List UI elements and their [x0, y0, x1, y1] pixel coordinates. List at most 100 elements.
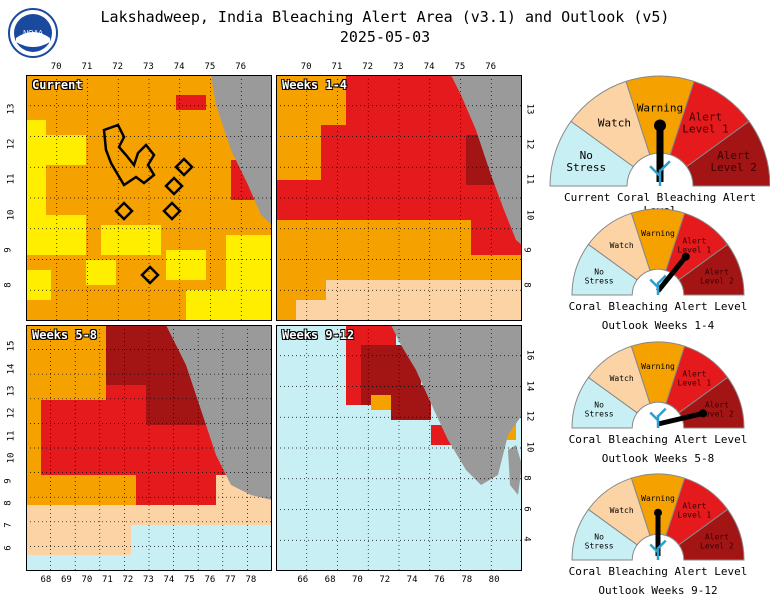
gauge-segment-label: Level 2 [700, 541, 734, 550]
warning-area [26, 475, 136, 505]
current-alert-map [26, 75, 272, 321]
gauge-segment-label: Level 2 [711, 161, 757, 174]
lon-tick-label: 78 [245, 575, 257, 585]
lon-tick-label: 76 [434, 575, 445, 585]
gauge-segment-label: Stress [585, 276, 614, 285]
lon-tick-label: 70 [300, 62, 312, 72]
gauge-segment [678, 243, 745, 296]
watch-area [26, 270, 51, 300]
watch-area [166, 250, 206, 280]
lat-tick-label: 8 [521, 282, 532, 288]
lon-tick-label: 80 [488, 575, 500, 585]
gauge-sublabel: Outlook Weeks 5-8 [601, 452, 715, 465]
lat-tick-label: 12 [524, 138, 535, 150]
lon-tick-label: 72 [112, 62, 124, 72]
panel-border [276, 325, 522, 571]
lat-tick-label: 10 [524, 209, 535, 220]
gauge-needle [656, 255, 688, 293]
gauge-segment-label: Level 1 [678, 378, 712, 387]
watch-area [101, 225, 161, 255]
map-panel-weeks-1-4: Weeks 1-4 [276, 75, 522, 321]
watch-area [226, 235, 272, 321]
lat-tick-label: 10 [6, 452, 17, 464]
gauge-segment [678, 508, 745, 561]
coral-icon [649, 407, 667, 428]
gauge-needle-tip [654, 119, 666, 132]
lat-tick-label: 9 [3, 246, 14, 253]
lat-tick-label: 11 [6, 174, 17, 185]
gauge-label: Coral Bleaching Alert Level [568, 565, 748, 578]
gauge-segment-label: Alert [705, 267, 729, 276]
gauge-segment-label: Alert [705, 532, 729, 541]
lat-tick-label: 14 [6, 363, 17, 375]
lon-tick-label: 74 [406, 575, 418, 585]
gauge-segment-label: Level 1 [682, 122, 728, 135]
lon-tick-label: 74 [163, 575, 175, 585]
gauge-segment-label: Watch [610, 241, 634, 250]
lat-tick-label: 10 [524, 441, 535, 453]
gauge-segment-label: Alert [682, 236, 706, 245]
alert2-area [391, 385, 431, 420]
map-panel-weeks-5-8: Weeks 5-8 [26, 325, 272, 571]
gauge-segment-label: Level 1 [678, 510, 712, 519]
watch-area [296, 300, 522, 321]
lat-tick-label: 6 [3, 544, 14, 551]
gauge-segment-label: Watch [610, 374, 634, 383]
lon-tick-label: 69 [61, 575, 72, 585]
panel-label-weeks-5-8: Weeks 5-8 [32, 328, 98, 342]
panel-label-current: Current [32, 78, 83, 92]
gauge-label: Coral Bleaching Alert Level [568, 433, 748, 446]
lat-tick-label: 12 [6, 138, 17, 150]
lon-tick-label: 68 [324, 575, 336, 585]
weeks-9-12-outlook-map [276, 325, 522, 571]
gauge-needle-tip [681, 252, 690, 261]
map-panel-current: Current [26, 75, 272, 321]
gauge-segment-label: No [580, 149, 593, 162]
gauge-segment-label: No [594, 400, 604, 409]
warning-area [26, 325, 106, 400]
lat-tick-label: 12 [524, 410, 535, 422]
lon-tick-label: 76 [485, 62, 497, 72]
panel-label-weeks-1-4: Weeks 1-4 [282, 78, 348, 92]
gauge-segment-label: Level 1 [678, 245, 712, 254]
lon-tick-label: 71 [331, 62, 343, 72]
lon-tick-label: 68 [40, 575, 52, 585]
lat-tick-label: 12 [6, 408, 17, 419]
gauge-segment-label: Stress [585, 541, 614, 550]
india-coast [391, 325, 522, 485]
lat-tick-label: 13 [524, 103, 535, 115]
atoll-outline [114, 201, 134, 221]
warning-area [371, 395, 391, 410]
gauge-segment-label: Warning [641, 362, 675, 371]
gauge-segment-label: Watch [610, 506, 634, 515]
lon-tick-label: 71 [81, 62, 93, 72]
panel-border [26, 325, 272, 571]
svg-text:NOAA: NOAA [23, 30, 43, 37]
lat-tick-label: 9 [521, 246, 532, 253]
map-date: 2025-05-03 [339, 28, 431, 46]
lon-tick-label: 75 [184, 575, 195, 585]
lon-tick-label: 74 [423, 62, 435, 72]
lat-tick-label: 6 [521, 505, 532, 512]
lon-tick-label: 76 [235, 62, 247, 72]
gauge-segment-label: Level 2 [700, 409, 734, 418]
lon-tick-label: 75 [204, 62, 216, 72]
lat-tick-label: 11 [524, 174, 535, 185]
lon-tick-label: 70 [81, 575, 93, 585]
gauge-segment-label: No [594, 532, 604, 541]
gauge-segment-label: Warning [641, 229, 675, 238]
lon-tick-label: 72 [362, 62, 374, 72]
gauge-segment-label: Stress [585, 409, 614, 418]
gauge-needle [657, 410, 704, 427]
alert1-area [176, 95, 206, 110]
gauge-segment-label: Alert [705, 400, 729, 409]
india-coast [451, 75, 522, 245]
india-coast [166, 325, 272, 500]
watch-area [46, 135, 86, 165]
watch-area [26, 215, 86, 255]
weeks-1-4-outlook-map [276, 75, 522, 321]
